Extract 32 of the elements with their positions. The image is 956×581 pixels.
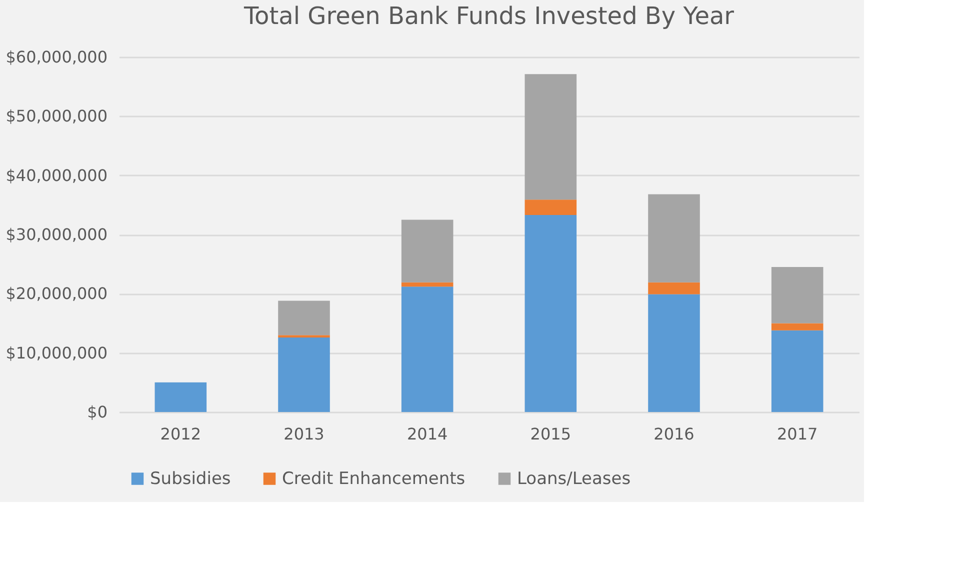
- x-tick-label: 2013: [284, 424, 324, 444]
- bar: [401, 220, 454, 282]
- y-tick-label: $60,000,000: [6, 48, 108, 66]
- bar: [401, 286, 454, 412]
- chart-title: Total Green Bank Funds Invested By Year: [242, 2, 734, 30]
- bar: [401, 282, 454, 287]
- legend-label: Loans/Leases: [517, 468, 631, 489]
- bar: [648, 194, 700, 282]
- x-tick-label: 2014: [406, 424, 448, 444]
- x-tick-label: 2015: [530, 424, 572, 444]
- y-tick-label: $20,000,000: [6, 284, 108, 304]
- bar: [771, 330, 824, 412]
- x-tick-label: 2016: [654, 424, 694, 444]
- bar: [648, 294, 700, 412]
- y-tick-label: $50,000,000: [6, 106, 108, 126]
- bar: [278, 337, 330, 412]
- bar: [771, 267, 824, 324]
- y-tick-label: $0: [87, 402, 108, 422]
- y-tick-label: $40,000,000: [6, 166, 108, 185]
- legend-label: Credit Enhancements: [282, 468, 466, 489]
- legend-label: Subsidies: [150, 468, 231, 489]
- bar: [648, 282, 700, 294]
- y-tick-label: $30,000,000: [6, 225, 108, 244]
- bar: [278, 300, 330, 336]
- y-tick-label: $10,000,000: [6, 343, 108, 362]
- bar: [524, 74, 577, 200]
- bar: [524, 214, 577, 412]
- bar: [154, 382, 207, 412]
- x-tick-label: 2017: [776, 424, 818, 444]
- bar: [771, 323, 824, 330]
- bar: [524, 200, 577, 215]
- x-tick-label: 2012: [160, 424, 202, 444]
